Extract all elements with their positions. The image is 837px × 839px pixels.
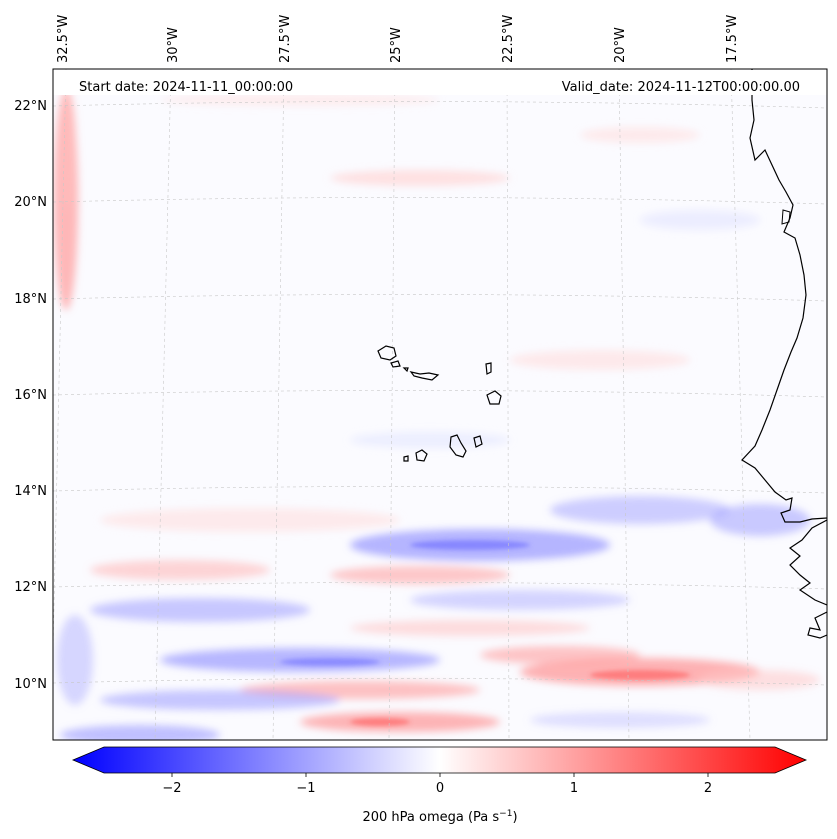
colorbar-tick-label: 2 bbox=[704, 781, 712, 796]
island-santo-antao bbox=[377, 345, 397, 361]
island-santiago bbox=[449, 434, 467, 458]
colorbar-tick-label: −2 bbox=[162, 781, 181, 796]
colorbar-bar bbox=[71, 746, 808, 774]
island-sal bbox=[485, 362, 492, 375]
lat-label: 14°N bbox=[14, 484, 47, 499]
lat-label: 22°N bbox=[14, 99, 47, 114]
island-brava bbox=[403, 455, 409, 462]
lon-label: 22.5°W bbox=[501, 15, 516, 63]
start-date-label: Start date: 2024-11-11_00:00:00 bbox=[79, 80, 293, 95]
valid-date-label: Valid_date: 2024-11-12T00:00:00.00 bbox=[562, 80, 800, 95]
lat-label: 10°N bbox=[14, 677, 47, 692]
longitude-labels: 32.5°W 30°W 27.5°W 25°W 22.5°W 20°W 17.5… bbox=[56, 15, 740, 63]
banc-arguin-island bbox=[781, 209, 791, 225]
lon-label: 27.5°W bbox=[278, 15, 293, 63]
colorbar-label: 200 hPa omega (Pa s−1) bbox=[362, 809, 517, 825]
lon-label: 30°W bbox=[166, 27, 181, 63]
island-boa-vista bbox=[486, 390, 502, 405]
colorbar-tick-label: 1 bbox=[570, 781, 578, 796]
lat-label: 16°N bbox=[14, 388, 47, 403]
map-frame bbox=[52, 68, 828, 741]
lat-label: 20°N bbox=[14, 195, 47, 210]
island-santa-luzia bbox=[402, 367, 409, 373]
island-sao-vicente bbox=[390, 360, 401, 368]
header-strip bbox=[53, 70, 827, 95]
lon-label: 20°W bbox=[613, 27, 628, 63]
island-sao-nicolau bbox=[409, 371, 440, 381]
lon-label: 17.5°W bbox=[725, 15, 740, 63]
colorbar-tick-label: −1 bbox=[296, 781, 315, 796]
gambia-senegal-coast bbox=[788, 519, 827, 606]
colorbar: −2 −1 0 1 2 200 hPa omega (Pa s−1) bbox=[71, 746, 808, 825]
map-panel: Start date: 2024-11-11_00:00:00 Valid_da… bbox=[53, 69, 827, 740]
cape-verde-islands bbox=[377, 345, 502, 462]
island-fogo bbox=[415, 449, 428, 462]
latitude-labels: 22°N 20°N 18°N 16°N 14°N 12°N 10°N bbox=[14, 99, 47, 692]
lon-label: 25°W bbox=[389, 27, 404, 63]
colorbar-tick-label: 0 bbox=[436, 781, 444, 796]
africa-coastline bbox=[741, 69, 827, 523]
guinea-coast bbox=[807, 611, 827, 639]
lat-label: 12°N bbox=[14, 580, 47, 595]
omega-field bbox=[54, 90, 820, 740]
lat-label: 18°N bbox=[14, 292, 47, 307]
island-maio bbox=[473, 435, 483, 448]
lon-label: 32.5°W bbox=[56, 15, 71, 63]
colorbar-ticks bbox=[171, 773, 709, 777]
